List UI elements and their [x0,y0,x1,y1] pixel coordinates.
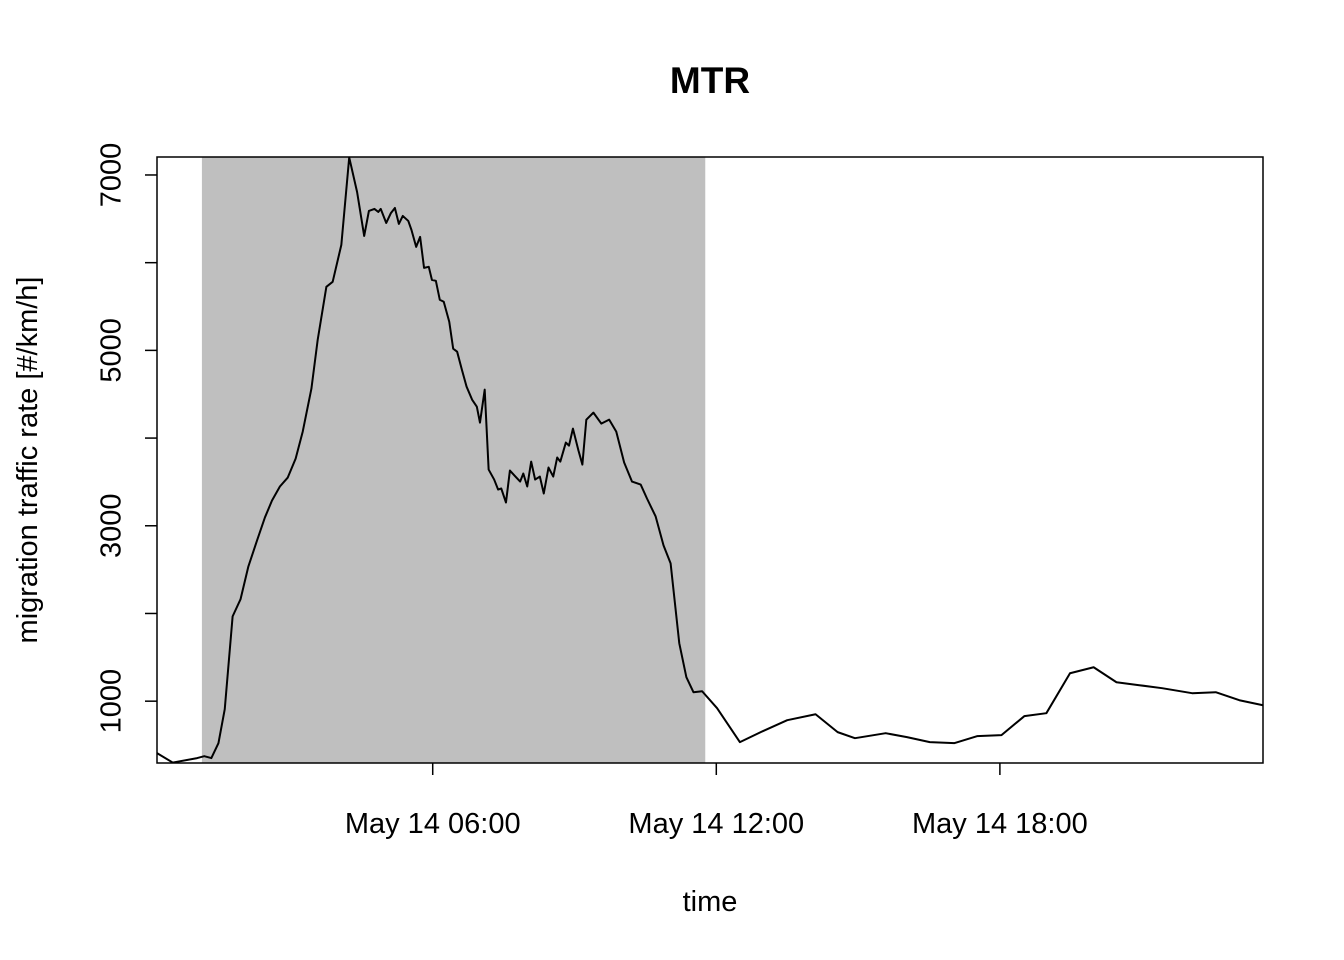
y-tick-label: 1000 [96,669,128,734]
y-tick-label: 3000 [96,494,128,559]
chart-title: MTR [670,60,750,101]
plot-frame [156,156,1264,764]
x-tick-label: May 14 06:00 [345,808,521,840]
x-axis-label: time [683,886,738,918]
data-line [156,156,1264,764]
x-tick-label: May 14 18:00 [912,808,1088,840]
y-tick-label: 5000 [96,318,128,383]
y-tick-label: 7000 [96,143,128,208]
x-tick-label: May 14 12:00 [628,808,804,840]
y-axis-label: migration traffic rate [#/km/h] [12,277,44,644]
shaded-period [201,157,706,763]
